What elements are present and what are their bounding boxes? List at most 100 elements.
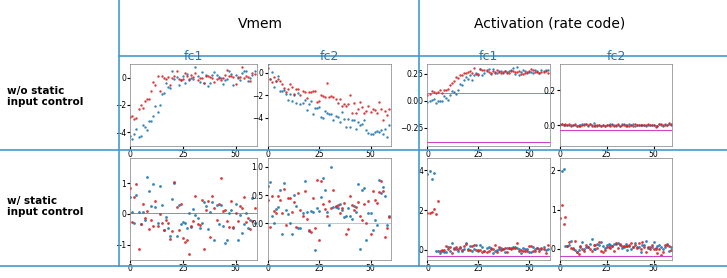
- Point: [529, 249, 541, 254]
- Point: [334, 211, 345, 215]
- Point: [539, 68, 551, 72]
- Point: [200, 208, 212, 212]
- Point: [175, 78, 187, 82]
- Point: [481, 245, 492, 250]
- Point: [355, 123, 366, 127]
- Point: [436, 247, 448, 252]
- Point: [590, 247, 601, 251]
- Point: [580, 244, 592, 249]
- Point: [175, 202, 187, 206]
- Point: [286, 231, 298, 236]
- Point: [493, 70, 505, 74]
- Point: [495, 69, 507, 73]
- Point: [521, 246, 533, 251]
- Point: [534, 71, 545, 75]
- Point: [350, 205, 362, 209]
- Point: [244, 76, 256, 80]
- Point: [169, 180, 180, 184]
- Point: [198, 247, 209, 251]
- Point: [270, 79, 281, 83]
- Point: [145, 119, 157, 124]
- Point: [631, 245, 643, 250]
- Point: [448, 246, 459, 251]
- Point: [601, 123, 613, 127]
- Point: [450, 92, 462, 96]
- Point: [185, 225, 197, 229]
- Point: [642, 245, 654, 249]
- Point: [448, 89, 459, 94]
- Point: [215, 202, 227, 207]
- Point: [156, 203, 167, 207]
- Point: [515, 251, 527, 255]
- Point: [654, 122, 665, 126]
- Point: [637, 239, 648, 244]
- Point: [150, 104, 161, 109]
- Point: [627, 245, 639, 249]
- Point: [228, 226, 239, 230]
- Point: [597, 250, 608, 254]
- Point: [536, 245, 547, 250]
- Point: [616, 246, 627, 250]
- Point: [593, 123, 605, 128]
- Point: [242, 225, 254, 230]
- Point: [450, 245, 462, 249]
- Point: [270, 78, 281, 83]
- Point: [571, 250, 582, 254]
- Point: [646, 123, 658, 128]
- Point: [442, 87, 454, 91]
- Point: [458, 244, 470, 248]
- Point: [137, 202, 148, 206]
- Point: [173, 82, 185, 87]
- Point: [190, 64, 201, 69]
- Point: [422, 172, 433, 177]
- Point: [365, 132, 377, 136]
- Point: [190, 212, 201, 217]
- Point: [573, 247, 585, 252]
- Point: [629, 121, 640, 126]
- Point: [501, 246, 513, 250]
- Point: [363, 104, 374, 108]
- Point: [595, 124, 607, 129]
- Point: [558, 123, 569, 127]
- Point: [507, 69, 519, 73]
- Point: [166, 197, 178, 201]
- Point: [198, 80, 209, 85]
- Point: [179, 71, 190, 76]
- Point: [467, 71, 478, 76]
- Point: [169, 181, 180, 185]
- Point: [434, 99, 446, 103]
- Point: [141, 97, 153, 101]
- Point: [542, 71, 553, 75]
- Point: [651, 124, 663, 128]
- Point: [497, 247, 509, 252]
- Point: [166, 69, 178, 74]
- Point: [505, 247, 517, 251]
- Point: [262, 198, 273, 202]
- Point: [430, 211, 441, 216]
- Point: [234, 78, 246, 82]
- Point: [651, 244, 663, 249]
- Point: [432, 249, 443, 253]
- Point: [383, 123, 395, 127]
- Point: [638, 245, 650, 250]
- Point: [228, 225, 239, 230]
- Point: [139, 218, 150, 223]
- Point: [238, 69, 250, 73]
- Point: [154, 103, 166, 108]
- Point: [324, 223, 335, 227]
- Point: [175, 222, 187, 227]
- Point: [319, 187, 331, 192]
- Point: [664, 122, 676, 126]
- Point: [579, 122, 590, 127]
- Point: [365, 211, 377, 216]
- Point: [521, 71, 533, 75]
- Point: [215, 175, 227, 180]
- Point: [511, 65, 523, 70]
- Point: [528, 244, 539, 249]
- Point: [452, 249, 464, 254]
- Point: [457, 248, 468, 253]
- Point: [468, 243, 480, 248]
- Point: [605, 246, 616, 250]
- Point: [663, 122, 675, 126]
- Point: [434, 88, 446, 92]
